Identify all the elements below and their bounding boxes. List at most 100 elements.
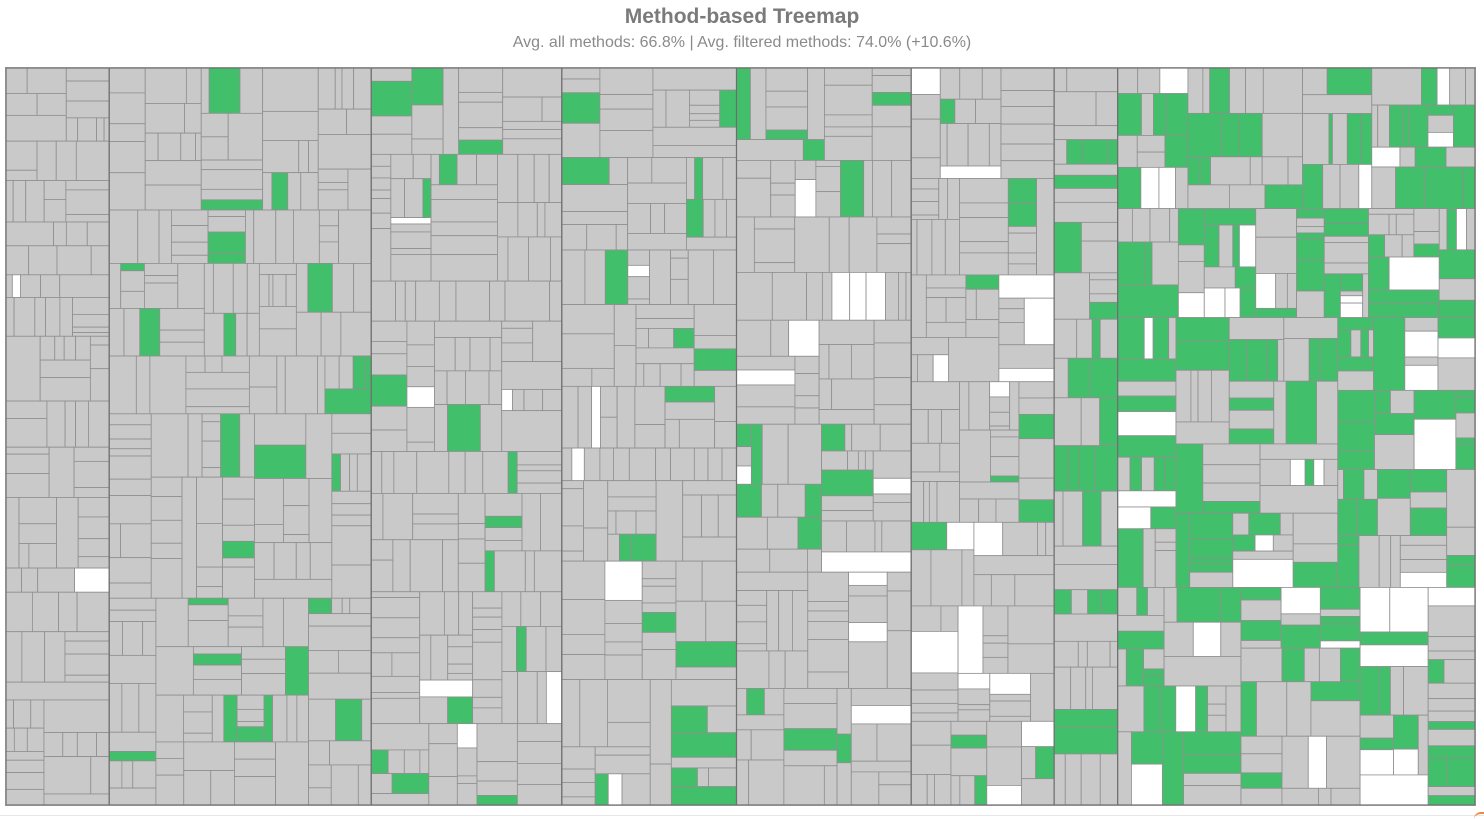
- treemap-cell[interactable]: [1304, 458, 1315, 486]
- treemap-cell[interactable]: [447, 672, 474, 681]
- treemap-cell[interactable]: [227, 112, 264, 161]
- treemap-cell[interactable]: [763, 688, 785, 716]
- treemap-cell[interactable]: [1323, 223, 1369, 237]
- treemap-cell[interactable]: [72, 313, 110, 328]
- treemap-cell[interactable]: [736, 369, 796, 386]
- treemap-cell[interactable]: [1292, 543, 1339, 563]
- treemap-cell[interactable]: [1404, 317, 1439, 332]
- treemap-cell[interactable]: [665, 89, 690, 128]
- treemap-cell[interactable]: [406, 441, 435, 452]
- treemap-cell[interactable]: [635, 327, 649, 349]
- treemap-cell[interactable]: [416, 451, 450, 494]
- treemap-cell[interactable]: [1313, 458, 1325, 486]
- treemap-cell[interactable]: [262, 597, 284, 648]
- treemap-cell[interactable]: [910, 68, 941, 95]
- treemap-cell[interactable]: [1117, 241, 1146, 286]
- treemap-cell[interactable]: [390, 248, 432, 255]
- treemap-cell[interactable]: [1319, 623, 1361, 642]
- treemap-cell[interactable]: [682, 494, 702, 538]
- treemap-cell[interactable]: [1224, 287, 1241, 318]
- treemap-cell[interactable]: [650, 203, 666, 234]
- treemap-cell[interactable]: [627, 276, 650, 300]
- treemap-cell[interactable]: [370, 539, 394, 561]
- treemap-cell[interactable]: [227, 597, 264, 617]
- treemap-cell[interactable]: [1159, 685, 1177, 733]
- treemap-cell[interactable]: [876, 723, 912, 762]
- treemap-cell[interactable]: [1053, 68, 1068, 93]
- treemap-cell[interactable]: [90, 245, 110, 276]
- treemap-cell[interactable]: [489, 337, 503, 372]
- treemap-cell[interactable]: [1129, 456, 1142, 492]
- treemap-cell[interactable]: [1240, 599, 1282, 621]
- treemap-cell[interactable]: [959, 481, 1020, 500]
- treemap-cell[interactable]: [108, 448, 152, 457]
- treemap-cell[interactable]: [1101, 589, 1119, 615]
- treemap-cell[interactable]: [1446, 565, 1475, 588]
- treemap-cell[interactable]: [108, 123, 146, 142]
- treemap-cell[interactable]: [456, 153, 477, 186]
- treemap-cell[interactable]: [1239, 224, 1257, 268]
- treemap-cell[interactable]: [1141, 456, 1155, 492]
- treemap-cell[interactable]: [73, 460, 110, 488]
- treemap-cell[interactable]: [1368, 208, 1415, 215]
- treemap-cell[interactable]: [1018, 381, 1055, 399]
- treemap-cell[interactable]: [1151, 241, 1179, 286]
- treemap-cell[interactable]: [736, 160, 772, 179]
- treemap-cell[interactable]: [1021, 746, 1037, 780]
- treemap-cell[interactable]: [1089, 272, 1119, 281]
- treemap-cell[interactable]: [561, 746, 596, 770]
- treemap-cell[interactable]: [212, 263, 234, 314]
- treemap-cell[interactable]: [973, 574, 992, 607]
- treemap-cell[interactable]: [155, 597, 189, 648]
- treemap-cell[interactable]: [1446, 469, 1475, 528]
- treemap-cell[interactable]: [1346, 113, 1362, 165]
- treemap-cell[interactable]: [959, 252, 1009, 276]
- treemap-cell[interactable]: [959, 202, 1009, 219]
- treemap-cell[interactable]: [108, 495, 152, 525]
- treemap-cell[interactable]: [872, 160, 893, 218]
- treemap-cell[interactable]: [1081, 139, 1109, 165]
- treemap-cell[interactable]: [1053, 188, 1119, 203]
- treemap-cell[interactable]: [876, 216, 912, 235]
- treemap-cell[interactable]: [1438, 249, 1475, 280]
- treemap-cell[interactable]: [871, 68, 912, 76]
- treemap-cell[interactable]: [1161, 731, 1184, 805]
- treemap-cell[interactable]: [75, 140, 110, 181]
- treemap-cell[interactable]: [1413, 389, 1457, 420]
- treemap-cell[interactable]: [1374, 389, 1391, 415]
- treemap-cell[interactable]: [1359, 737, 1394, 751]
- treemap-cell[interactable]: [1197, 369, 1212, 423]
- treemap-cell[interactable]: [818, 319, 875, 345]
- treemap-cell[interactable]: [865, 271, 886, 321]
- treemap-cell[interactable]: [1045, 521, 1055, 557]
- treemap-cell[interactable]: [484, 540, 523, 552]
- treemap-cell[interactable]: [1408, 104, 1429, 148]
- treemap-cell[interactable]: [1240, 681, 1257, 737]
- treemap-cell[interactable]: [6, 335, 41, 402]
- treemap-cell[interactable]: [561, 385, 579, 449]
- treemap-cell[interactable]: [6, 759, 45, 774]
- treemap-cell[interactable]: [721, 447, 737, 482]
- treemap-cell[interactable]: [1136, 151, 1166, 168]
- treemap-cell[interactable]: [517, 202, 538, 238]
- treemap-cell[interactable]: [959, 429, 991, 483]
- treemap-cell[interactable]: [1409, 507, 1448, 537]
- treemap-cell[interactable]: [687, 249, 714, 305]
- treemap-cell[interactable]: [652, 89, 667, 128]
- treemap-cell[interactable]: [484, 550, 495, 593]
- treemap-cell[interactable]: [108, 597, 157, 611]
- treemap-cell[interactable]: [1053, 613, 1119, 642]
- treemap-cell[interactable]: [1117, 456, 1131, 492]
- treemap-cell[interactable]: [664, 418, 680, 449]
- treemap-cell[interactable]: [1177, 260, 1205, 294]
- treemap-cell[interactable]: [1007, 252, 1037, 265]
- treemap-cell[interactable]: [959, 775, 976, 805]
- treemap-cell[interactable]: [910, 774, 928, 805]
- treemap-cell[interactable]: [21, 567, 39, 593]
- treemap-cell[interactable]: [370, 153, 392, 167]
- treemap-cell[interactable]: [236, 721, 265, 728]
- treemap-cell[interactable]: [989, 411, 1011, 427]
- treemap-cell[interactable]: [948, 336, 1000, 383]
- treemap-cell[interactable]: [750, 68, 767, 140]
- treemap-cell[interactable]: [975, 98, 1002, 124]
